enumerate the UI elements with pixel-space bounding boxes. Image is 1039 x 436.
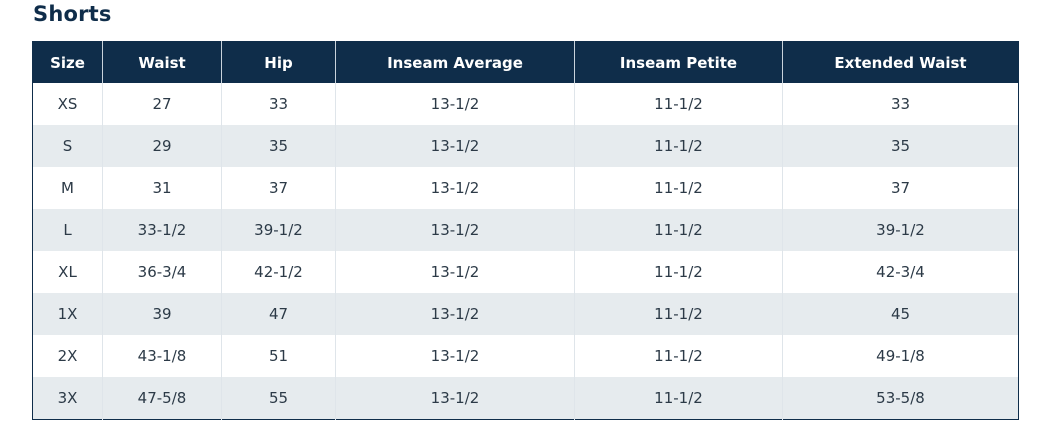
cell-hip: 47 [221,293,336,335]
size-chart-table: Size Waist Hip Inseam Average Inseam Pet… [32,41,1019,420]
cell-inseam-petite: 11-1/2 [574,251,783,293]
cell-inseam-petite: 11-1/2 [574,125,783,167]
table-row: XS 27 33 13-1/2 11-1/2 33 [32,83,1019,125]
cell-waist: 27 [102,83,222,125]
table-row: M 31 37 13-1/2 11-1/2 37 [32,167,1019,209]
cell-size: 1X [32,293,103,335]
cell-size: M [32,167,103,209]
header-inseam-average: Inseam Average [335,41,575,83]
cell-inseam-petite: 11-1/2 [574,167,783,209]
cell-inseam-average: 13-1/2 [335,125,575,167]
cell-waist: 39 [102,293,222,335]
table-row: S 29 35 13-1/2 11-1/2 35 [32,125,1019,167]
header-row: Size Waist Hip Inseam Average Inseam Pet… [32,41,1019,83]
cell-waist: 29 [102,125,222,167]
cell-hip: 37 [221,167,336,209]
cell-size: XS [32,83,103,125]
cell-inseam-petite: 11-1/2 [574,83,783,125]
cell-inseam-petite: 11-1/2 [574,377,783,420]
cell-size: 3X [32,377,103,420]
cell-extended-waist: 39-1/2 [782,209,1019,251]
cell-extended-waist: 49-1/8 [782,335,1019,377]
cell-inseam-average: 13-1/2 [335,209,575,251]
table-row: 1X 39 47 13-1/2 11-1/2 45 [32,293,1019,335]
cell-inseam-petite: 11-1/2 [574,335,783,377]
header-waist: Waist [102,41,222,83]
cell-hip: 51 [221,335,336,377]
page-title: Shorts [33,2,112,26]
cell-size: L [32,209,103,251]
cell-size: S [32,125,103,167]
table-row: L 33-1/2 39-1/2 13-1/2 11-1/2 39-1/2 [32,209,1019,251]
cell-inseam-petite: 11-1/2 [574,293,783,335]
cell-inseam-average: 13-1/2 [335,83,575,125]
cell-inseam-average: 13-1/2 [335,293,575,335]
cell-extended-waist: 35 [782,125,1019,167]
cell-waist: 31 [102,167,222,209]
cell-inseam-average: 13-1/2 [335,167,575,209]
cell-inseam-petite: 11-1/2 [574,209,783,251]
cell-hip: 55 [221,377,336,420]
cell-waist: 47-5/8 [102,377,222,420]
cell-waist: 33-1/2 [102,209,222,251]
cell-hip: 35 [221,125,336,167]
cell-extended-waist: 53-5/8 [782,377,1019,420]
cell-hip: 33 [221,83,336,125]
cell-extended-waist: 42-3/4 [782,251,1019,293]
header-size: Size [32,41,103,83]
table-row: 2X 43-1/8 51 13-1/2 11-1/2 49-1/8 [32,335,1019,377]
cell-waist: 43-1/8 [102,335,222,377]
cell-hip: 42-1/2 [221,251,336,293]
header-hip: Hip [221,41,336,83]
cell-waist: 36-3/4 [102,251,222,293]
header-inseam-petite: Inseam Petite [574,41,783,83]
cell-extended-waist: 33 [782,83,1019,125]
cell-size: 2X [32,335,103,377]
cell-hip: 39-1/2 [221,209,336,251]
cell-size: XL [32,251,103,293]
cell-inseam-average: 13-1/2 [335,335,575,377]
cell-inseam-average: 13-1/2 [335,251,575,293]
cell-inseam-average: 13-1/2 [335,377,575,420]
table-row: XL 36-3/4 42-1/2 13-1/2 11-1/2 42-3/4 [32,251,1019,293]
table-row: 3X 47-5/8 55 13-1/2 11-1/2 53-5/8 [32,377,1019,420]
header-extended-waist: Extended Waist [782,41,1019,83]
cell-extended-waist: 37 [782,167,1019,209]
cell-extended-waist: 45 [782,293,1019,335]
